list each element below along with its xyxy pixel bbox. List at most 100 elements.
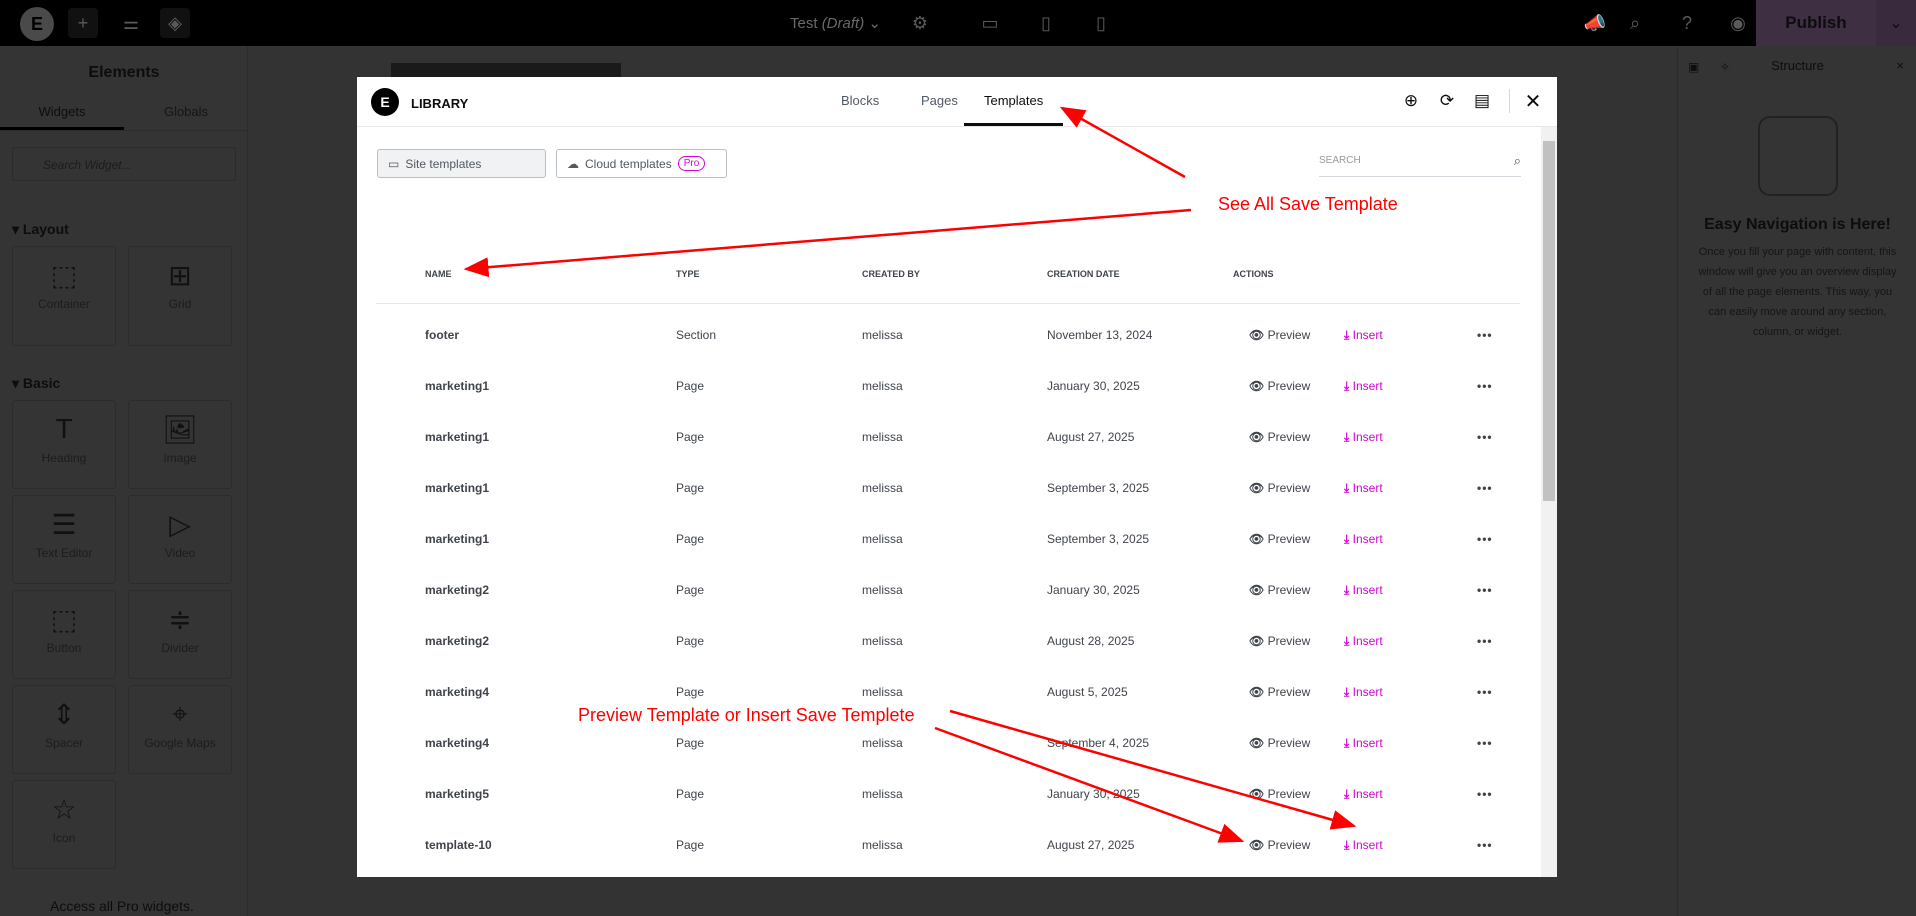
more-options-icon[interactable]: ••• [1477, 481, 1493, 495]
scrollbar-thumb[interactable] [1543, 141, 1555, 501]
preview-button[interactable]: 👁 Preview [1249, 328, 1310, 342]
template-name[interactable]: footer [425, 328, 459, 342]
tablet-icon[interactable]: ▯ [1041, 12, 1051, 33]
template-name[interactable]: marketing1 [425, 379, 490, 393]
more-options-icon[interactable]: ••• [1477, 328, 1493, 342]
template-name[interactable]: marketing2 [425, 634, 490, 648]
sync-icon[interactable]: ⟳ [1439, 91, 1455, 110]
table-row[interactable]: marketing1 Page melissa September 3, 2025 👁 … [357, 524, 1537, 554]
preview-button[interactable]: 👁 Preview [1249, 736, 1310, 750]
column-header-type[interactable]: TYPE [676, 269, 700, 279]
table-row[interactable]: marketing1 Page melissa January 30, 2025 👁 P… [357, 371, 1537, 401]
widget-spacer[interactable]: ⇕ Spacer [12, 685, 116, 774]
preview-button[interactable]: 👁 Preview [1249, 379, 1310, 393]
template-name[interactable]: marketing4 [425, 685, 490, 699]
widget-google-maps[interactable]: ⌖ Google Maps [128, 685, 232, 774]
more-options-icon[interactable]: ••• [1477, 787, 1493, 801]
announcements-icon[interactable]: 📣 [1583, 12, 1607, 33]
section-layout[interactable]: ▾ Layout [12, 221, 69, 237]
preview-button[interactable]: 👁 Preview [1249, 838, 1310, 852]
insert-button[interactable]: ⤓ Insert [1344, 634, 1383, 649]
table-row[interactable]: marketing2 Page melissa August 28, 2025 👁 Pr… [357, 626, 1537, 656]
tab-widgets[interactable]: Widgets [38, 104, 86, 119]
widget-search-input[interactable]: Search Widget... [12, 147, 236, 181]
mobile-icon[interactable]: ▯ [1096, 12, 1106, 33]
save-icon[interactable]: ▤ [1473, 91, 1491, 110]
insert-button[interactable]: ⤓ Insert [1344, 583, 1383, 598]
table-row[interactable]: marketing1 Page melissa September 3, 2025 👁 … [357, 473, 1537, 503]
search-icon[interactable]: ⌕ [1513, 153, 1521, 168]
widget-heading[interactable]: T Heading [12, 400, 116, 489]
insert-button[interactable]: ⤓ Insert [1344, 838, 1383, 853]
more-options-icon[interactable]: ••• [1477, 583, 1493, 597]
table-row[interactable]: marketing5 Page melissa January 30, 2025 👁 P… [357, 779, 1537, 809]
table-row[interactable]: template-10 Page melissa August 27, 2025 👁 P… [357, 830, 1537, 860]
insert-button[interactable]: ⤓ Insert [1344, 481, 1383, 496]
more-options-icon[interactable]: ••• [1477, 634, 1493, 648]
import-upload-icon[interactable]: ⊕ [1403, 91, 1419, 110]
table-row[interactable]: marketing4 Page melissa August 5, 2025 👁 Pre… [357, 677, 1537, 707]
more-options-icon[interactable]: ••• [1477, 430, 1493, 444]
template-name[interactable]: marketing2 [425, 583, 490, 597]
ai-sparkle-icon[interactable]: ✧ [1720, 60, 1731, 74]
search-icon[interactable]: ⌕ [1629, 12, 1641, 33]
preview-button[interactable]: 👁 Preview [1249, 787, 1310, 801]
add-icon[interactable]: + [68, 8, 98, 38]
tab-globals[interactable]: Globals [163, 104, 209, 119]
more-options-icon[interactable]: ••• [1477, 736, 1493, 750]
preview-button[interactable]: 👁 Preview [1249, 430, 1310, 444]
preview-eye-icon[interactable]: ◉ [1730, 12, 1746, 33]
widget-video[interactable]: ▷ Video [128, 495, 232, 584]
widget-divider[interactable]: ≑ Divider [128, 590, 232, 679]
help-icon[interactable]: ? [1681, 12, 1692, 33]
tab-blocks[interactable]: Blocks [841, 93, 880, 108]
settings-sliders-icon[interactable]: ⚌ [122, 12, 140, 33]
desktop-icon[interactable]: ▭ [981, 12, 999, 33]
section-basic[interactable]: ▾ Basic [12, 375, 61, 391]
tab-pages[interactable]: Pages [921, 93, 958, 108]
widget-button[interactable]: ⬚ Button [12, 590, 116, 679]
widget-grid[interactable]: ⊞ Grid [128, 246, 232, 346]
column-header-name[interactable]: NAME [425, 269, 452, 279]
elementor-logo[interactable]: E [20, 7, 54, 41]
structure-toggle-icon[interactable]: ▣ [1688, 60, 1700, 74]
preview-button[interactable]: 👁 Preview [1249, 583, 1310, 597]
insert-button[interactable]: ⤓ Insert [1344, 328, 1383, 343]
template-name[interactable]: marketing4 [425, 736, 490, 750]
insert-button[interactable]: ⤓ Insert [1344, 685, 1383, 700]
widget-icon[interactable]: ☆ Icon [12, 780, 116, 869]
pro-widgets-text[interactable]: Access all Pro widgets. [50, 898, 194, 914]
scrollbar[interactable] [1541, 127, 1557, 877]
template-search-input[interactable]: SEARCH ⌕ [1319, 153, 1521, 177]
preview-button[interactable]: 👁 Preview [1249, 481, 1310, 495]
table-row[interactable]: marketing4 Page melissa September 4, 2025 👁 … [357, 728, 1537, 758]
document-title[interactable]: Test (Draft) ⌄ [790, 15, 881, 32]
template-name[interactable]: marketing1 [425, 532, 490, 546]
insert-button[interactable]: ⤓ Insert [1344, 532, 1383, 547]
publish-options-chevron-icon[interactable]: ⌄ [1876, 0, 1916, 46]
cloud-templates-button[interactable]: ☁ Cloud templates Pro [556, 149, 727, 178]
layers-icon[interactable]: ◈ [160, 8, 190, 38]
column-header-creation-date[interactable]: CREATION DATE [1047, 269, 1120, 279]
publish-button[interactable]: Publish [1756, 0, 1876, 46]
template-name[interactable]: template-10 [425, 838, 492, 852]
page-settings-icon[interactable]: ⚙ [911, 12, 929, 33]
more-options-icon[interactable]: ••• [1477, 838, 1493, 852]
more-options-icon[interactable]: ••• [1477, 379, 1493, 393]
template-name[interactable]: marketing5 [425, 787, 490, 801]
preview-button[interactable]: 👁 Preview [1249, 532, 1310, 546]
widget-image[interactable]: 🖼 Image [128, 400, 232, 489]
more-options-icon[interactable]: ••• [1477, 532, 1493, 546]
column-header-created-by[interactable]: CREATED BY [862, 269, 920, 279]
tab-templates[interactable]: Templates [984, 93, 1044, 108]
template-name[interactable]: marketing1 [425, 481, 490, 495]
widget-container[interactable]: ⬚ Container [12, 246, 116, 346]
more-options-icon[interactable]: ••• [1477, 685, 1493, 699]
table-row[interactable]: marketing2 Page melissa January 30, 2025 👁 P… [357, 575, 1537, 605]
close-icon[interactable]: ✕ [1524, 90, 1542, 113]
preview-button[interactable]: 👁 Preview [1249, 634, 1310, 648]
site-templates-button[interactable]: ▭ Site templates [377, 149, 546, 178]
insert-button[interactable]: ⤓ Insert [1344, 379, 1383, 394]
table-row[interactable]: footer Section melissa November 13, 2024 👁 P… [357, 320, 1537, 350]
insert-button[interactable]: ⤓ Insert [1344, 787, 1383, 802]
